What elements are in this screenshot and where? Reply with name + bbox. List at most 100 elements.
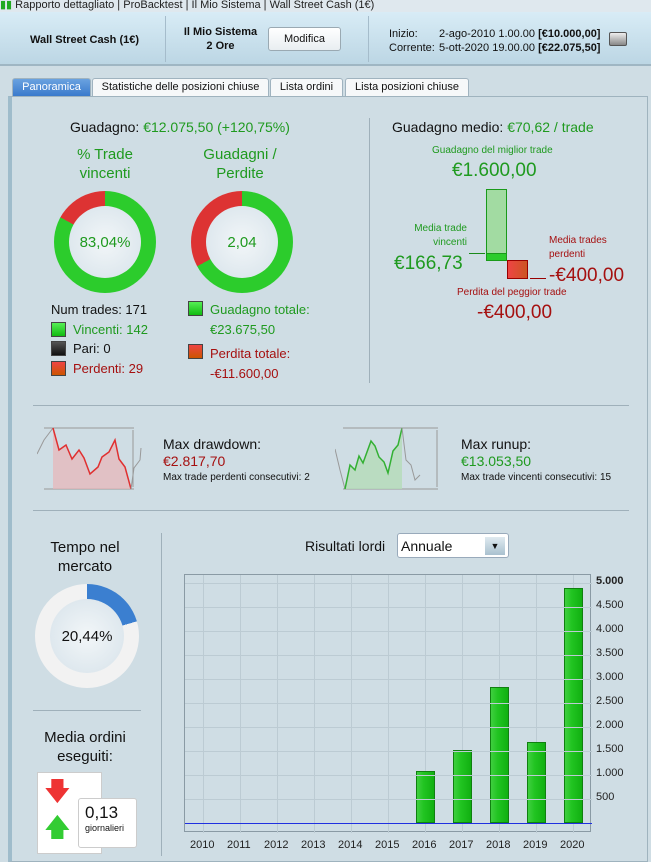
instrument-name: Wall Street Cash (1€) [30, 34, 140, 46]
grid-line [185, 799, 592, 800]
bar-2017 [453, 750, 472, 823]
start-capital: [€10.000,00] [538, 28, 601, 40]
orders-value-box: 0,13 giornalieri [78, 798, 137, 848]
max-consec-losers-label: Max trade perdenti consecutivi: [163, 472, 302, 483]
total-loss-swatch [188, 344, 203, 359]
system-name: Il Mio Sistema [183, 26, 258, 38]
grid-line [277, 575, 278, 833]
gain-value: €12.075,50 (+120,75%) [143, 119, 290, 135]
win-rate-donut: 83,04% [54, 191, 156, 293]
y-tick-label: 3.500 [596, 647, 624, 659]
winners-count: Vincenti: 142 [73, 321, 148, 337]
period-value: Annuale [401, 538, 453, 554]
y-tick-label: 500 [596, 791, 615, 803]
market-time-value: 20,44% [61, 627, 113, 645]
y-tick-label: 1.000 [596, 767, 624, 779]
grid-line [185, 607, 592, 608]
avg-loss-label: Media trades perdenti [549, 235, 607, 260]
x-tick-label: 2013 [301, 839, 326, 851]
tab-closed-positions[interactable]: Lista posizioni chiuse [345, 78, 469, 96]
avg-loss-value: -€400,00 [549, 265, 625, 286]
market-time-donut: 20,44% [35, 584, 139, 688]
grid-line [425, 575, 426, 833]
x-tick-label: 2011 [227, 839, 251, 851]
print-icon[interactable] [609, 32, 627, 46]
chevron-down-icon[interactable]: ▼ [485, 537, 505, 555]
grid-line [314, 575, 315, 833]
max-consec-winners-value: 15 [599, 472, 612, 483]
bar-2020 [564, 587, 583, 823]
grid-line [240, 575, 241, 833]
app-icon: ▮▮ [0, 0, 13, 11]
total-gain-label: Guadagno totale: [210, 302, 310, 317]
x-tick-label: 2016 [412, 839, 437, 851]
worst-trade-label: Perdita del peggior trade [457, 287, 567, 298]
gain-loss-title: Guadagni / Perdite [203, 146, 277, 182]
y-tick-label: 2.000 [596, 719, 624, 731]
grid-line [185, 727, 592, 728]
grid-line [185, 655, 592, 656]
max-drawdown-value: €2.817,70 [163, 453, 226, 469]
buy-arrow-icon: 🡅 [44, 812, 71, 842]
worst-trade-value: -€400,00 [477, 302, 553, 323]
report-header: Wall Street Cash (1€) Il Mio Sistema 2 O… [0, 12, 651, 66]
grid-line [388, 575, 389, 833]
y-tick-label: 1.500 [596, 743, 624, 755]
grid-line [351, 575, 352, 833]
total-loss-value: -€11.600,00 [210, 365, 279, 381]
drawdown-sparkline [37, 427, 142, 490]
runup-sparkline [335, 427, 438, 490]
x-tick-label: 2020 [560, 839, 585, 851]
max-runup-label: Max runup: [461, 436, 532, 452]
gain-loss-donut: 2,04 [191, 191, 293, 293]
title-probacktest: ProBacktest [123, 0, 183, 11]
tab-panoramica[interactable]: Panoramica [12, 78, 91, 96]
bar-2018 [490, 687, 509, 823]
losers-count: Perdenti: 29 [73, 360, 144, 376]
zero-line [185, 823, 592, 824]
grid-line [185, 631, 592, 632]
y-tick-label: 4.000 [596, 623, 624, 635]
avg-loss-arrow-icon [530, 278, 546, 279]
win-pct-title: % Trade vincenti [77, 146, 133, 182]
grid-line [203, 575, 204, 833]
gain-label: Guadagno: [70, 119, 140, 135]
gain-loss-ratio: 2,04 [227, 233, 257, 251]
num-trades: Num trades: 171 [51, 302, 148, 317]
grid-line [462, 575, 463, 833]
orders-unit: giornalieri [85, 823, 125, 833]
tab-order-list[interactable]: Lista ordini [270, 78, 343, 96]
total-gain-value: €23.675,50 [210, 321, 276, 337]
max-consec-losers-value: 2 [304, 472, 310, 483]
timeframe: 2 Ore [206, 40, 235, 52]
x-tick-label: 2012 [264, 839, 289, 851]
y-tick-label: 3.000 [596, 671, 624, 683]
x-tick-label: 2014 [338, 839, 363, 851]
grid-line [185, 583, 592, 584]
orders-value: 0,13 [85, 803, 119, 822]
grid-line [536, 575, 537, 833]
avg-gain-value: €70,62 / trade [507, 119, 594, 135]
avg-gain-label: Guadagno medio: [392, 119, 504, 135]
y-tick-label: 5.000 [596, 575, 624, 587]
current-date: 5-ott-2020 19.00.00 [439, 42, 536, 54]
even-swatch [51, 341, 66, 356]
best-trade-bar [486, 189, 507, 261]
period-select[interactable]: Annuale ▼ [397, 533, 509, 558]
best-trade-label: Guadagno del miglior trade [432, 145, 553, 156]
avg-win-arrow-icon [469, 253, 485, 254]
edit-button[interactable]: Modifica [268, 27, 341, 51]
x-tick-label: 2015 [375, 839, 400, 851]
title-instrument: Wall Street Cash (1€) [269, 0, 375, 11]
grid-line [185, 679, 592, 680]
max-consec-winners-label: Max trade vincenti consecutivi: [461, 472, 598, 483]
tab-closed-stats[interactable]: Statistiche delle posizioni chiuse [92, 78, 269, 96]
avg-win-value: €166,73 [394, 253, 463, 274]
title-system: Il Mio Sistema [191, 0, 261, 11]
max-runup-value: €13.053,50 [461, 453, 532, 469]
total-gain-swatch [188, 301, 203, 316]
best-trade-value: €1.600,00 [452, 160, 537, 181]
even-count: Pari: 0 [73, 341, 111, 356]
avg-loss-bar [507, 260, 528, 279]
market-time-title: Tempo nel mercato [50, 539, 120, 575]
